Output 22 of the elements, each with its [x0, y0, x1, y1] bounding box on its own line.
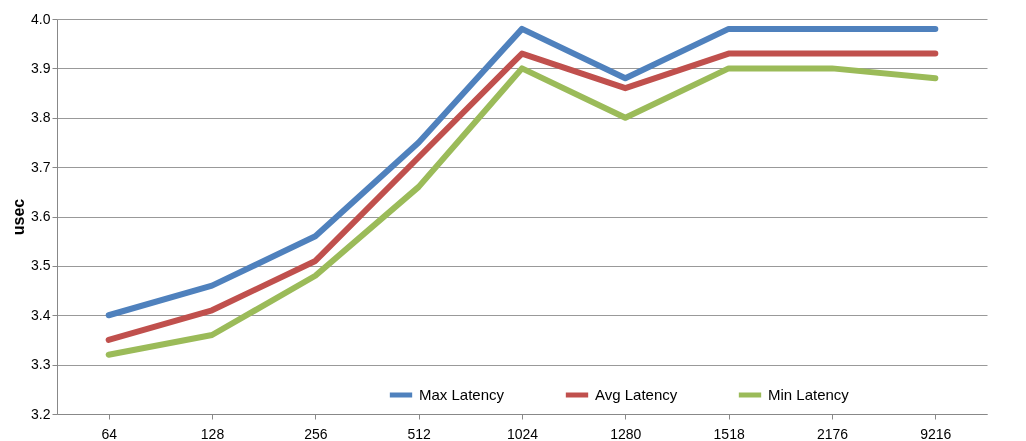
y-tick-label: 3.9	[31, 59, 51, 76]
x-tick-label: 256	[304, 425, 328, 441]
y-axis-title: usec	[10, 198, 28, 236]
y-tick-label: 4.0	[31, 10, 51, 27]
x-tick-label: 9216	[920, 425, 952, 441]
x-tick-label: 2176	[816, 425, 849, 441]
x-tick-label: 128	[200, 425, 225, 441]
x-tick-label: 1280	[610, 425, 642, 441]
y-tick-label: 3.3	[31, 356, 51, 373]
x-tick-label: 512	[407, 425, 432, 441]
legend-label: Avg Latency	[595, 386, 678, 403]
legend-label: Min Latency	[768, 386, 850, 403]
x-tick-label: 1518	[713, 425, 745, 441]
y-tick-label: 3.2	[31, 405, 51, 422]
y-tick-label: 3.7	[31, 158, 51, 175]
y-tick-label: 3.4	[31, 306, 51, 323]
y-tick-label: 3.8	[31, 109, 51, 126]
legend-label: Max Latency	[419, 386, 505, 403]
x-tick-label: 64	[101, 425, 118, 441]
y-tick-label: 3.5	[31, 257, 51, 274]
x-tick-label: 1024	[506, 425, 539, 441]
y-tick-label: 3.6	[31, 208, 51, 224]
